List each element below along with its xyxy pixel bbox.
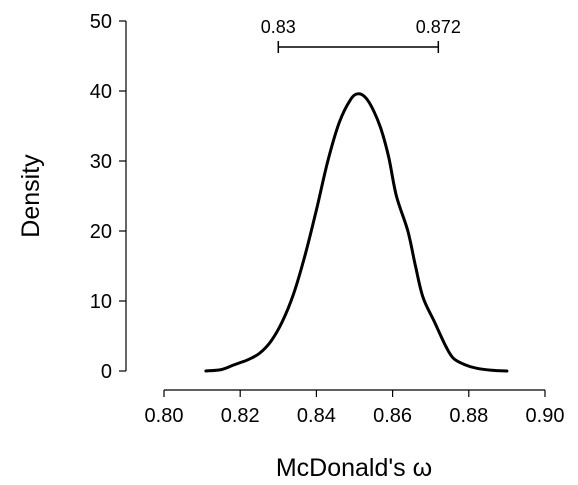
interval-lower-label: 0.83	[261, 17, 296, 37]
x-axis: 0.80 0.82 0.84 0.86 0.88 0.90	[145, 389, 565, 427]
interval-upper-label: 0.872	[416, 17, 461, 37]
x-tick-label: 0.88	[449, 405, 488, 427]
plot-area: 0.83 0.872	[204, 17, 509, 373]
y-tick-label: 0	[101, 361, 112, 383]
x-tick-label: 0.84	[297, 405, 336, 427]
x-tick-label: 0.86	[373, 405, 412, 427]
x-axis-label: McDonald's ω	[276, 454, 432, 482]
y-tick-label: 20	[90, 221, 112, 243]
density-curve	[204, 92, 509, 373]
y-axis: 0 10 20 30 40 50	[90, 11, 127, 383]
x-tick-label: 0.82	[221, 405, 260, 427]
y-tick-label: 30	[90, 151, 112, 173]
y-tick-label: 40	[90, 81, 112, 103]
x-tick-label: 0.90	[526, 405, 565, 427]
y-tick-label: 50	[90, 11, 112, 33]
y-tick-label: 10	[90, 291, 112, 313]
y-axis-label: Density	[17, 154, 45, 238]
x-tick-label: 0.80	[145, 405, 184, 427]
